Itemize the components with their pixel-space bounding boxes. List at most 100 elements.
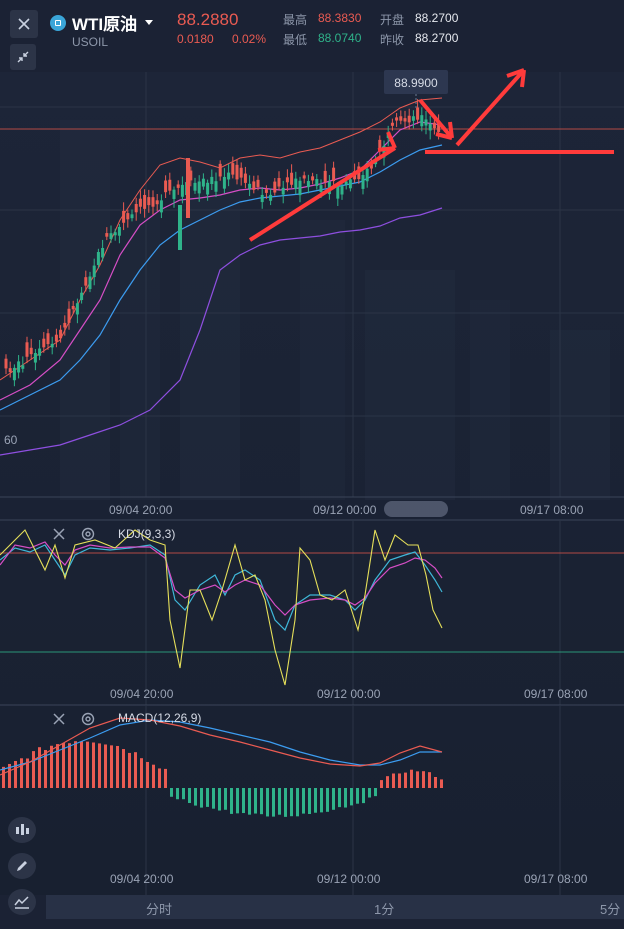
candle-body: [424, 119, 428, 126]
candle-body: [235, 164, 239, 180]
macd-bar: [140, 758, 143, 788]
collapse-arrows-icon: [17, 51, 29, 63]
macd-bar: [374, 788, 377, 797]
macd-bar: [176, 788, 179, 800]
candle-body: [176, 184, 180, 188]
candle-body: [155, 200, 159, 205]
macd-bar: [248, 788, 251, 815]
close-icon[interactable]: [52, 527, 66, 541]
candle-body: [378, 139, 382, 151]
close-button[interactable]: [10, 10, 38, 38]
candle-body: [428, 123, 432, 131]
candle-body: [222, 176, 226, 189]
close-icon[interactable]: [52, 712, 66, 726]
macd-bar: [422, 771, 425, 788]
last-price: 88.2880: [177, 10, 239, 29]
macd-bar: [296, 788, 299, 817]
macd-bar: [410, 769, 413, 788]
macd-bar: [230, 788, 233, 814]
timeframe-5min[interactable]: 5分: [600, 902, 621, 917]
candle-body: [332, 167, 336, 182]
macd-bar: [56, 744, 59, 788]
macd-histogram: [2, 741, 443, 817]
candle-body: [260, 194, 264, 203]
candle-body: [33, 352, 37, 363]
symbol-selector[interactable]: WTI原油: [50, 10, 154, 35]
macd-dif-line: [0, 719, 442, 771]
macd-bar: [194, 788, 197, 806]
indicator-button[interactable]: [8, 889, 36, 915]
macd-x-label-2: 09/12 00:00: [317, 872, 381, 886]
candle-body: [168, 179, 172, 191]
candle-body: [46, 333, 50, 345]
candle-type-button[interactable]: [8, 817, 36, 843]
macd-bar: [260, 788, 263, 815]
candle-body: [147, 197, 151, 206]
candle-body: [365, 168, 369, 182]
macd-bar: [362, 788, 365, 804]
macd-bar: [380, 780, 383, 788]
macd-bar: [206, 788, 209, 807]
candle-body: [193, 182, 197, 191]
dropdown-caret-icon: [145, 20, 154, 25]
candle-body: [4, 358, 8, 369]
high-value: 88.3830: [318, 11, 362, 25]
candle-body: [344, 181, 348, 185]
macd-bar: [92, 742, 95, 788]
left-axis-label: 60: [4, 433, 18, 447]
macd-bar: [284, 788, 287, 817]
collapse-button[interactable]: [10, 44, 36, 70]
candle-body: [311, 176, 315, 181]
macd-bar: [116, 745, 119, 788]
candle-body: [29, 347, 33, 355]
candle-body: [256, 179, 260, 187]
line-chart-icon: [14, 896, 29, 909]
draw-tool-button[interactable]: [8, 853, 36, 879]
timeframe-bar: 分时 1分 5分: [46, 895, 624, 919]
macd-bar: [416, 771, 419, 788]
macd-bar: [158, 768, 161, 788]
low-value: 88.0740: [318, 31, 362, 45]
candle-body: [239, 167, 243, 178]
drawn-annotations[interactable]: [248, 68, 614, 242]
pencil-icon: [17, 861, 27, 871]
macd-dea-line: [0, 717, 443, 776]
macd-bar: [440, 779, 443, 788]
macd-bar: [356, 788, 359, 804]
candle-body: [84, 277, 88, 286]
trend-arrow-up-line: [248, 146, 397, 242]
candle-body: [122, 210, 126, 223]
candle-body: [252, 181, 256, 190]
trend-arrow-up-head: [377, 131, 397, 152]
candle-body: [302, 175, 306, 179]
price-tag-value: 88.9900: [394, 76, 438, 90]
timeframe-tick[interactable]: 分时: [146, 902, 173, 917]
macd-bar: [122, 749, 125, 788]
macd-bar: [290, 788, 293, 817]
macd-bar: [434, 776, 437, 788]
timeframe-1min[interactable]: 1分: [374, 902, 395, 917]
candle-body: [201, 178, 205, 187]
settings-icon[interactable]: [80, 711, 96, 727]
candle-body: [361, 175, 365, 189]
kdj-x-label-3: 09/17 08:00: [524, 687, 588, 701]
candle-body: [105, 233, 109, 237]
candle-body: [294, 178, 298, 189]
candle-body: [290, 172, 294, 185]
candlestick-series: [4, 99, 441, 387]
candle-body: [189, 170, 193, 181]
macd-bar: [212, 788, 215, 809]
macd-bar: [152, 764, 155, 788]
open-label: 开盘: [380, 13, 405, 27]
macd-bar: [20, 758, 23, 788]
macd-bar: [308, 788, 311, 815]
candle-body: [407, 115, 411, 123]
candle-body: [109, 233, 113, 239]
chart-canvas[interactable]: 88.9900 60 09/04 20:00 09/12 00:00 09/17…: [0, 0, 624, 895]
macd-bar: [368, 788, 371, 798]
macd-controls: [52, 711, 96, 727]
settings-icon[interactable]: [80, 526, 96, 542]
kdj-title: KDJ(9,3,3): [118, 527, 175, 541]
candle-body: [285, 177, 289, 183]
candle-body: [80, 292, 84, 301]
